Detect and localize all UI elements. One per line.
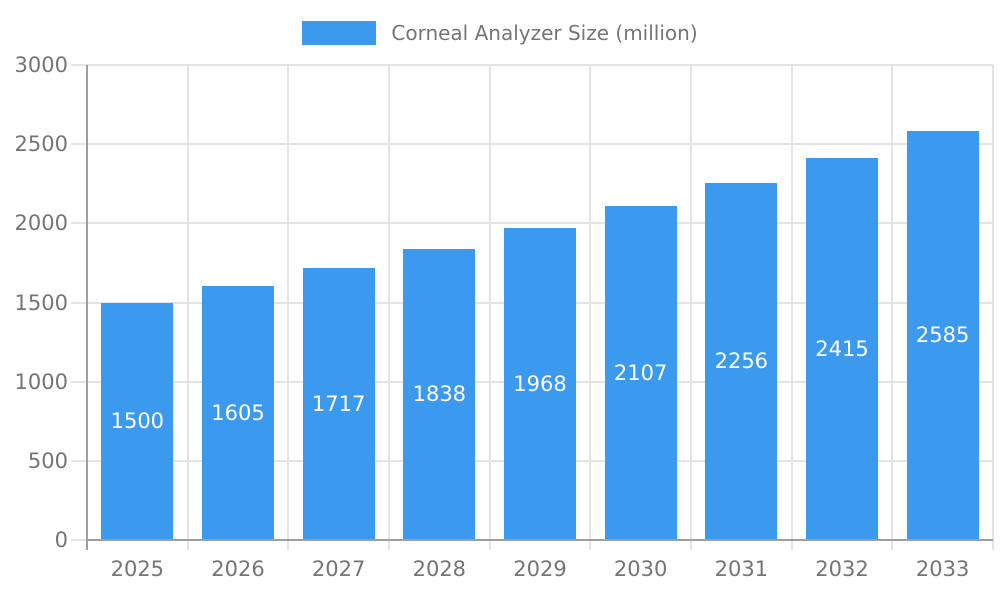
chart-legend[interactable]: Corneal Analyzer Size (million) — [0, 20, 1000, 46]
bar-2027: 1717 — [302, 268, 375, 540]
gridline-vertical-2 — [287, 65, 290, 540]
bar-value-label-2030: 2107 — [613, 361, 668, 386]
legend-swatch — [302, 21, 377, 45]
x-tick-2 — [287, 540, 290, 550]
x-tick-label-2030: 2030 — [613, 557, 668, 581]
y-tick-1500 — [71, 301, 87, 304]
y-tick-3000 — [71, 64, 87, 66]
bar-value-label-2033: 2585 — [915, 323, 970, 348]
x-tick-label-2026: 2026 — [211, 557, 265, 581]
x-tick-label-2028: 2028 — [412, 557, 467, 581]
y-tick-label-500: 500 — [27, 448, 68, 473]
bar-2031: 2256 — [705, 182, 778, 540]
y-axis-line — [86, 65, 88, 550]
x-tick-8 — [891, 540, 894, 550]
x-tick-6 — [690, 540, 692, 550]
x-tick-1 — [186, 540, 189, 550]
gridline-horizontal-2000 — [87, 222, 993, 225]
y-tick-0 — [71, 539, 87, 541]
y-tick-500 — [71, 459, 87, 462]
gridline-horizontal-3000 — [87, 64, 993, 66]
bar-value-label-2032: 2415 — [815, 336, 869, 361]
gridline-vertical-9 — [992, 65, 994, 540]
x-tick-label-2029: 2029 — [513, 557, 567, 581]
x-tick-label-2033: 2033 — [915, 557, 970, 581]
gridline-vertical-7 — [790, 65, 793, 540]
bar-2032: 2415 — [806, 157, 878, 540]
gridline-horizontal-2500 — [87, 143, 993, 146]
y-tick-2500 — [71, 143, 87, 146]
gridline-vertical-8 — [891, 65, 894, 540]
bar-value-label-2026: 1605 — [211, 400, 265, 425]
x-tick-5 — [589, 540, 592, 550]
x-tick-label-2031: 2031 — [714, 557, 769, 581]
x-tick-3 — [388, 540, 390, 550]
bar-2026: 1605 — [202, 285, 274, 540]
bar-value-label-2025: 1500 — [110, 409, 165, 434]
bar-value-label-2029: 1968 — [513, 372, 567, 397]
y-tick-label-1000: 1000 — [14, 369, 68, 394]
gridline-vertical-4 — [488, 65, 491, 540]
x-tick-7 — [790, 540, 793, 550]
gridline-vertical-5 — [589, 65, 592, 540]
gridline-vertical-6 — [690, 65, 692, 540]
x-tick-4 — [488, 540, 491, 550]
legend-label: Corneal Analyzer Size (million) — [391, 21, 698, 45]
bar-2030: 2107 — [604, 206, 677, 540]
bar-2033: 2585 — [906, 130, 979, 540]
y-tick-1000 — [71, 380, 87, 383]
bar-2029: 1968 — [504, 228, 576, 540]
y-tick-label-0: 0 — [54, 528, 68, 552]
bar-value-label-2028: 1838 — [412, 382, 467, 407]
x-tick-label-2027: 2027 — [311, 557, 366, 581]
x-tick-label-2025: 2025 — [110, 557, 165, 581]
y-tick-label-2000: 2000 — [14, 211, 68, 236]
x-axis-line — [87, 539, 993, 541]
bar-value-label-2027: 1717 — [311, 392, 366, 417]
y-tick-label-3000: 3000 — [14, 53, 68, 77]
bar-2025: 1500 — [101, 302, 174, 540]
bar-2028: 1838 — [403, 248, 476, 540]
x-tick-9 — [992, 540, 994, 550]
gridline-vertical-3 — [388, 65, 390, 540]
bar-value-label-2031: 2256 — [714, 349, 769, 374]
x-tick-label-2032: 2032 — [815, 557, 869, 581]
y-tick-label-2500: 2500 — [14, 132, 68, 157]
y-tick-label-1500: 1500 — [14, 290, 68, 315]
y-tick-2000 — [71, 222, 87, 225]
gridline-vertical-1 — [186, 65, 189, 540]
